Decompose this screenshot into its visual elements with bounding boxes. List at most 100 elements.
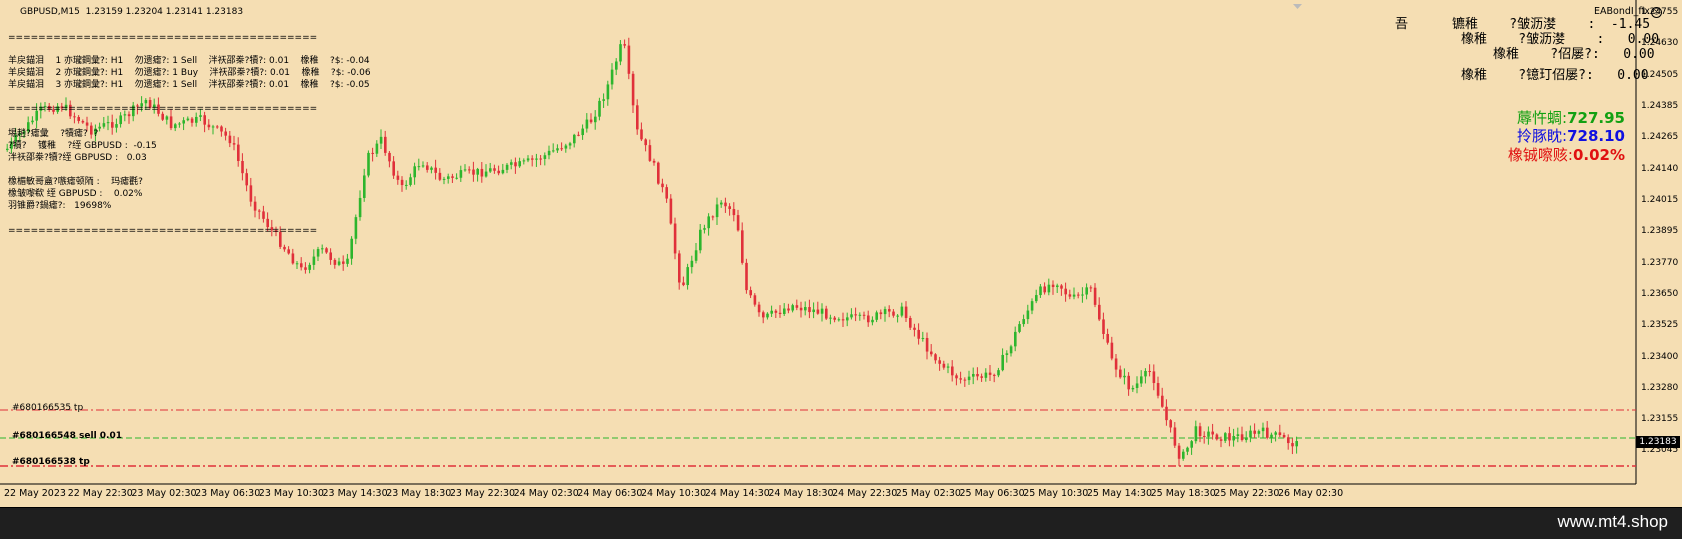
bear-candle (644, 139, 647, 146)
bull-candle (997, 370, 1000, 376)
bear-candle (451, 176, 454, 178)
bear-candle (253, 201, 257, 211)
price-tick-label: 1.23045 (1641, 445, 1679, 455)
order-tp-label[interactable]: #680166535 tp (12, 403, 84, 413)
time-tick-label: 25 May 10:30 (1023, 488, 1089, 499)
bear-candle (333, 259, 337, 265)
bear-candle (249, 185, 253, 202)
bear-candle (77, 117, 80, 122)
time-tick-label: 25 May 14:30 (1086, 488, 1153, 499)
stat-line-4: 橡稚 ?镱玎佋屡?: 0.00 (1461, 68, 1649, 83)
bear-candle (220, 126, 223, 132)
bull-candle (102, 123, 106, 127)
chart-window[interactable]: GBPUSD,M15 1.23159 1.23204 1.23141 1.231… (0, 0, 1682, 508)
bull-candle (703, 228, 706, 230)
bull-candle (22, 131, 26, 134)
time-tick-label: 22 May 2023 (4, 488, 66, 499)
price-chart[interactable] (0, 0, 1682, 507)
bear-candle (400, 179, 404, 186)
bull-candle (144, 100, 148, 104)
bull-candle (165, 116, 169, 120)
bear-candle (1148, 370, 1151, 372)
signal-row-2: 羊戻錨泪 2 亦瓏鋼彙?: H1 勿遗瘧?: 1 Buy 泮祆邵桊?犢?: 0.… (8, 68, 371, 78)
order-tp-label[interactable]: #680166538 tp (12, 457, 90, 467)
bull-candle (312, 256, 316, 265)
bull-candle (316, 249, 320, 257)
bull-candle (421, 165, 425, 167)
bull-candle (1022, 319, 1025, 325)
bull-candle (1257, 431, 1261, 434)
bear-candle (283, 246, 286, 250)
bear-candle (627, 45, 631, 74)
bear-candle (468, 169, 471, 171)
bull-candle (812, 309, 815, 313)
bear-candle (1089, 287, 1093, 289)
bear-candle (959, 378, 962, 380)
bull-candle (921, 337, 925, 339)
bull-candle (321, 248, 324, 250)
bull-candle (1026, 310, 1030, 320)
bull-candle (573, 134, 576, 144)
bull-candle (1131, 387, 1135, 390)
price-tick-label: 1.24630 (1641, 38, 1679, 48)
bull-candle (972, 373, 975, 377)
bear-candle (741, 230, 744, 263)
bull-candle (350, 238, 353, 259)
bear-candle (1114, 358, 1118, 370)
bear-candle (291, 253, 295, 264)
bear-candle (531, 158, 534, 160)
bear-candle (237, 144, 240, 161)
bear-candle (808, 307, 811, 313)
bull-candle (64, 104, 68, 109)
bear-candle (1291, 443, 1294, 447)
bull-candle (1056, 285, 1059, 288)
bear-candle (1287, 437, 1290, 444)
bull-candle (132, 105, 135, 117)
bull-candle (720, 202, 723, 205)
bear-candle (560, 148, 563, 150)
bear-candle (1119, 369, 1122, 378)
bear-candle (258, 210, 261, 212)
bear-candle (1228, 433, 1231, 441)
info-line: 橡皱嚟欷 绖 GBPUSD : 0.02% (8, 189, 143, 199)
bear-candle (951, 366, 954, 376)
bear-candle (325, 248, 328, 253)
bear-candle (81, 121, 85, 123)
signal-row-3: 羊戻錨泪 3 亦瓏鋼彙?: H1 勿遗瘧?: 1 Sell 泮祆邵桊?犢?: 0… (8, 80, 370, 90)
bear-candle (396, 175, 400, 180)
bear-candle (917, 329, 920, 339)
bull-candle (405, 184, 408, 186)
bear-candle (52, 109, 55, 112)
bull-candle (1232, 436, 1235, 441)
order-entry-label[interactable]: #680166548 sell 0.01 (12, 431, 123, 441)
bear-candle (753, 295, 757, 305)
bear-candle (329, 252, 332, 260)
bear-candle (169, 116, 173, 129)
separator-line: ========================================… (8, 226, 318, 236)
bear-candle (438, 172, 442, 180)
bear-candle (833, 317, 836, 320)
bull-candle (153, 104, 156, 108)
bull-candle (174, 124, 177, 129)
bull-candle (6, 148, 9, 150)
bull-candle (346, 258, 349, 264)
bull-candle (505, 164, 509, 170)
bear-candle (274, 230, 278, 232)
bull-candle (123, 114, 127, 116)
bull-candle (896, 315, 899, 317)
bear-candle (955, 375, 958, 379)
bull-candle (195, 116, 198, 123)
bear-candle (577, 134, 580, 136)
bear-candle (190, 118, 194, 123)
bull-candle (417, 166, 421, 168)
bear-candle (1156, 383, 1160, 396)
bull-candle (1182, 451, 1185, 459)
bull-candle (1030, 301, 1034, 311)
bull-candle (140, 103, 143, 107)
bear-candle (224, 131, 227, 136)
bear-candle (73, 116, 76, 118)
bull-candle (211, 126, 215, 128)
time-tick-label: 23 May 18:30 (386, 488, 452, 499)
bull-candle (837, 319, 841, 321)
bear-candle (342, 261, 345, 264)
